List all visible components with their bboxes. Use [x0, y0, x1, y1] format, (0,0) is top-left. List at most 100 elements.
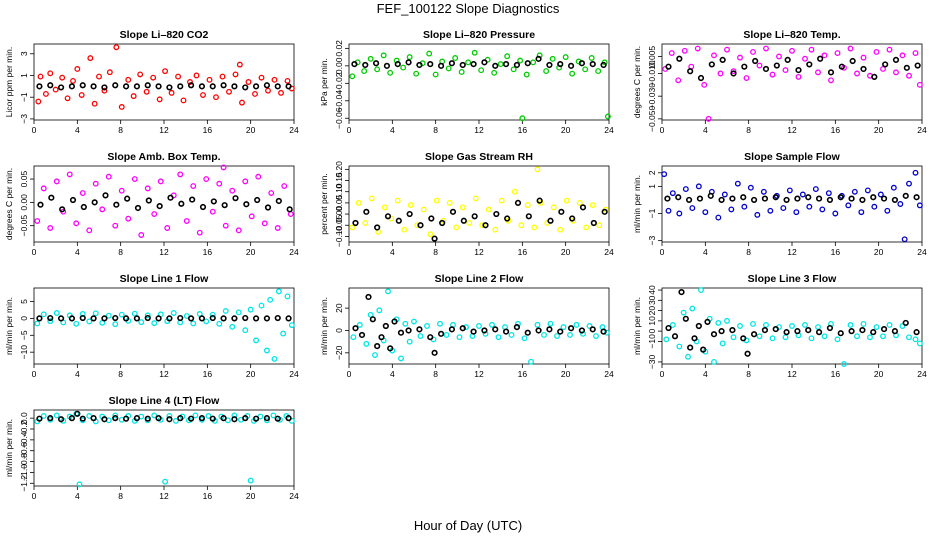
data-point [452, 55, 459, 61]
data-point [886, 46, 893, 53]
data-point-mean [36, 315, 43, 322]
data-point-mean [729, 195, 736, 202]
data-point-mean [47, 314, 54, 322]
data-point-mean [524, 329, 531, 336]
data-point-mean [263, 315, 271, 322]
data-point-mean [783, 329, 790, 336]
y-tick-label: 2 [647, 170, 657, 175]
data-point [705, 115, 712, 122]
data-point-mean [707, 192, 714, 199]
data-point-mean [482, 222, 489, 229]
data-point [695, 183, 702, 190]
data-point [524, 202, 531, 209]
y-tick-label: −0.06 [334, 107, 344, 129]
data-point-mean [546, 61, 553, 69]
data-point-mean [817, 55, 824, 62]
data-point [394, 197, 401, 204]
data-point [715, 214, 722, 221]
data-point [131, 310, 138, 317]
data-point-mean [913, 329, 920, 336]
data-point-mean [199, 203, 207, 211]
data-point-mean [102, 192, 109, 199]
data-point-mean [448, 60, 456, 67]
data-point-mean [112, 314, 119, 322]
data-point-mean [156, 202, 163, 210]
data-point-mean [535, 55, 542, 62]
data-point [229, 187, 236, 194]
data-point [832, 210, 839, 217]
plot-frame [33, 165, 295, 243]
x-tick-label: 20 [874, 125, 884, 135]
data-point-mean [405, 327, 412, 334]
data-point-mean [492, 326, 499, 333]
data-point-mean [209, 314, 216, 322]
data-point-mean [513, 324, 521, 331]
data-point [247, 477, 254, 484]
data-point [588, 55, 595, 61]
plot-frame [33, 43, 295, 121]
data-point [453, 224, 460, 231]
data-point-mean [882, 61, 889, 68]
data-point [603, 329, 610, 336]
x-tick-label: 8 [433, 247, 438, 257]
data-point [899, 323, 906, 329]
data-point-mean [741, 63, 748, 70]
data-point-mean [394, 60, 401, 68]
data-point [562, 54, 569, 61]
data-point [661, 171, 668, 178]
data-point [162, 478, 169, 485]
data-point [834, 50, 841, 57]
data-point [789, 47, 795, 54]
data-point-mean [264, 204, 272, 211]
data-point [406, 338, 413, 345]
data-point [411, 318, 417, 325]
data-point-mean [762, 65, 770, 73]
data-point [698, 287, 704, 294]
data-point [70, 77, 76, 84]
data-point-mean [113, 201, 120, 208]
data-point [689, 305, 696, 312]
y-tick-label: 20 [647, 306, 657, 316]
data-point [34, 218, 41, 224]
data-point [689, 205, 696, 212]
data-points [663, 287, 923, 367]
data-point [510, 66, 517, 73]
x-tick-label: 4 [75, 247, 80, 257]
data-point [203, 318, 210, 325]
data-point [877, 191, 884, 198]
data-point-mean [589, 60, 596, 68]
data-point [53, 310, 60, 316]
data-point [497, 61, 504, 68]
y-tick-label: −10 [19, 345, 29, 360]
data-point-mean [750, 196, 758, 204]
data-point [808, 335, 815, 342]
data-point-mean [90, 83, 97, 90]
data-point [531, 224, 538, 231]
data-point [118, 187, 125, 194]
data-point-mean [37, 201, 44, 208]
data-point [402, 320, 409, 327]
data-point-mean [352, 325, 359, 332]
data-point-mean [198, 315, 206, 322]
x-tick-label: 4 [75, 125, 80, 135]
data-point-mean [504, 215, 511, 222]
data-point [47, 318, 54, 325]
x-tick-label: 0 [32, 125, 37, 135]
data-point [53, 412, 60, 419]
data-point-mean [600, 328, 607, 335]
data-point-mean [133, 315, 141, 322]
data-point-mean [513, 61, 521, 69]
data-point [860, 54, 867, 61]
data-point-mean [286, 206, 293, 213]
data-point-mean [47, 415, 54, 422]
data-point-mean [826, 324, 834, 332]
data-points [35, 44, 295, 110]
data-point [534, 321, 541, 328]
x-tick-label: 12 [474, 125, 484, 135]
data-point-mean [431, 349, 438, 356]
data-point [482, 330, 489, 337]
data-point [906, 72, 912, 79]
data-point [151, 211, 158, 217]
data-point [576, 199, 583, 206]
